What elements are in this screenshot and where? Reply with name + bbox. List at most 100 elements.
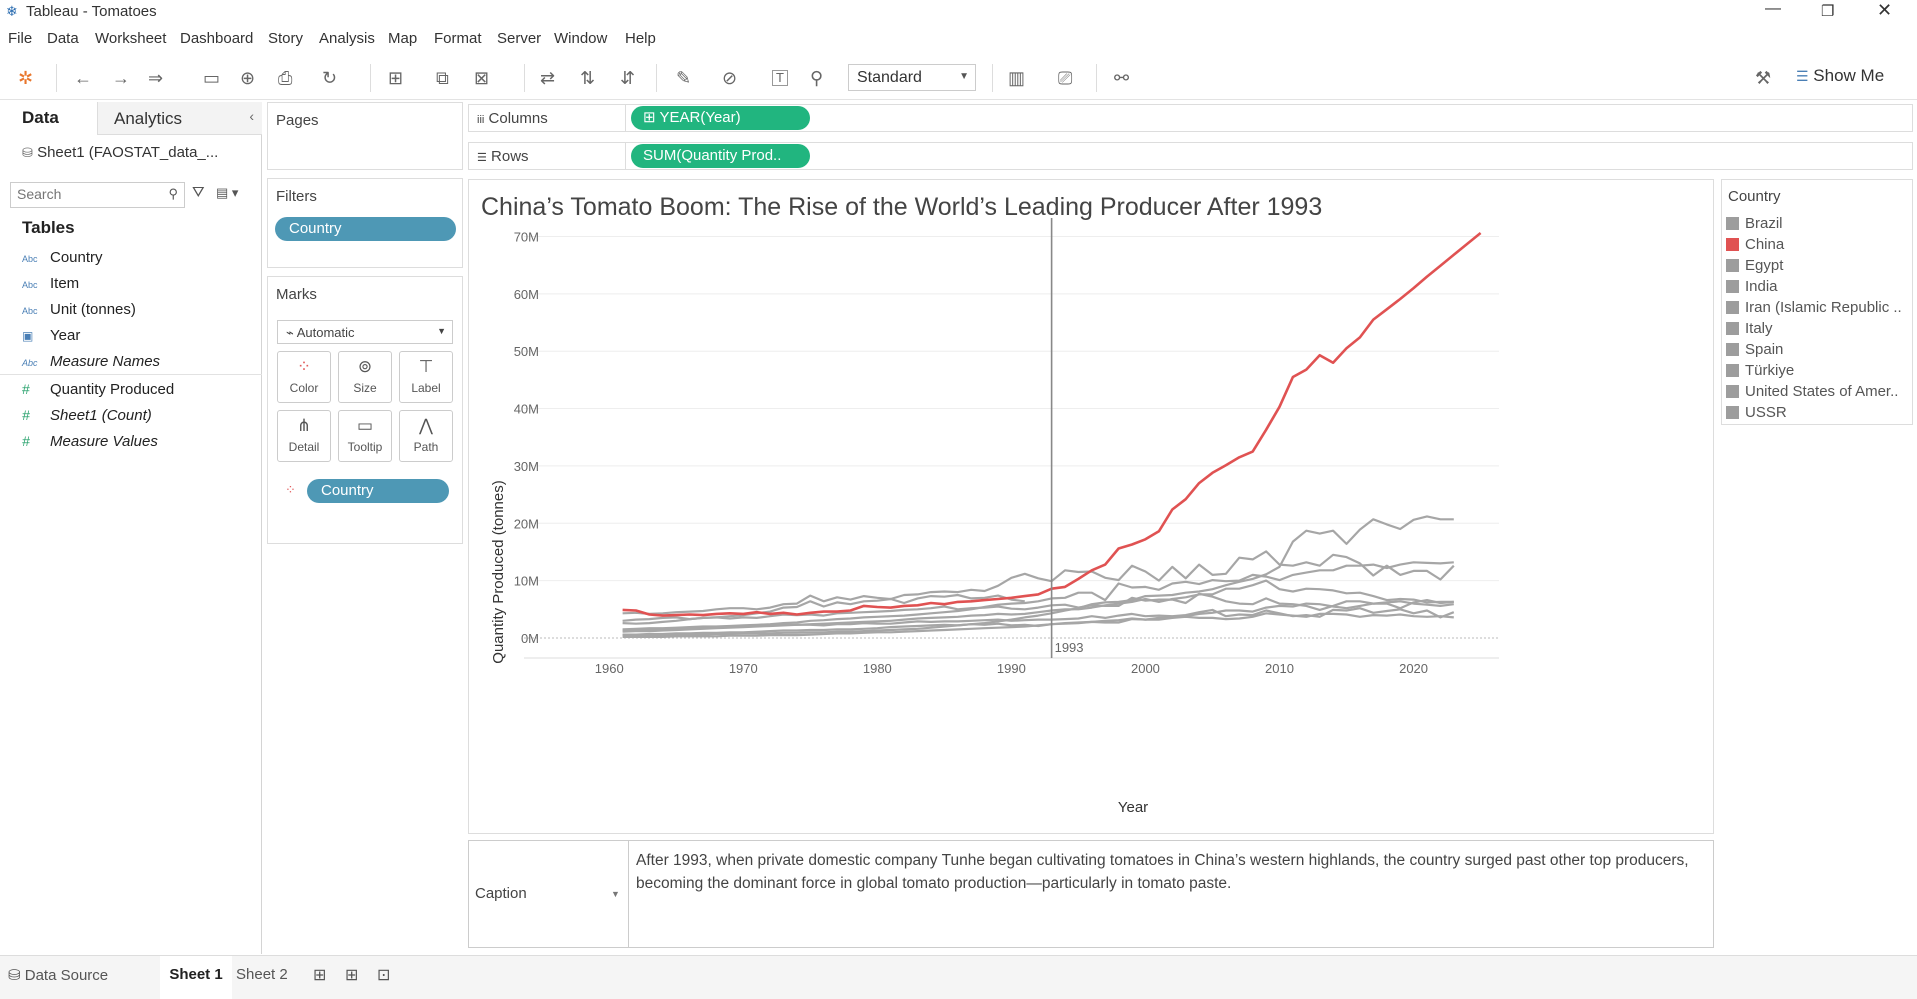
legend-item-iran[interactable]: Iran (Islamic Republic ..	[1726, 299, 1902, 316]
menu-worksheet[interactable]: Worksheet	[95, 30, 167, 47]
detail-button[interactable]: ⋔ Detail	[277, 410, 331, 462]
show-cards-icon[interactable]: ▥	[1008, 68, 1026, 88]
line-chart[interactable]: 0M 10M 20M 30M 40M 50M 60M 70M 1960 1970 1980 1990 2…	[469, 180, 1713, 833]
tableau-home-icon[interactable]: ✲	[18, 68, 34, 88]
redo-icon[interactable]: →	[112, 68, 130, 88]
menu-server[interactable]: Server	[497, 30, 542, 47]
tab-analytics[interactable]: Analytics ‹	[97, 102, 262, 135]
menu-map[interactable]: Map	[388, 30, 418, 47]
minimize-icon[interactable]: —	[1765, 0, 1781, 17]
y-tick-label: 0M	[521, 631, 539, 646]
datasource-item[interactable]: ⛁ Sheet1 (FAOSTAT_data_...	[22, 144, 218, 161]
tab-data[interactable]: Data	[0, 102, 97, 135]
datasource-tab[interactable]: ⛁ Data Source	[8, 966, 108, 984]
group-icon[interactable]: ⊘	[722, 68, 738, 88]
tab-sheet-2[interactable]: Sheet 2	[236, 966, 288, 983]
pages-card[interactable]: Pages	[267, 102, 463, 170]
fix-axes-icon[interactable]: ⚲	[810, 68, 824, 88]
viz-pane[interactable]: China’s Tomato Boom: The Rise of the Wor…	[468, 179, 1714, 834]
menu-help[interactable]: Help	[625, 30, 656, 47]
close-icon[interactable]: ✕	[1877, 0, 1893, 20]
size-button[interactable]: ⊚ Size	[338, 351, 392, 403]
label-button[interactable]: ⊤ Label	[399, 351, 453, 403]
tab-sheet-1[interactable]: Sheet 1	[160, 956, 232, 999]
series-line-spain[interactable]	[622, 607, 1455, 632]
menu-story[interactable]: Story	[268, 30, 304, 47]
field-year[interactable]: ▣ Year	[22, 327, 80, 344]
legend-item-india[interactable]: India	[1726, 278, 1778, 295]
legend-label: Iran (Islamic Republic ..	[1745, 299, 1902, 316]
share-icon[interactable]: ⚯	[1114, 68, 1130, 88]
sort-ascending-icon[interactable]: ⇅	[580, 68, 596, 88]
mark-type-select[interactable]: ⌁ Automatic ▼	[277, 320, 453, 344]
field-unit[interactable]: Abc Unit (tonnes)	[22, 301, 136, 318]
legend-item-usa[interactable]: United States of Amer..	[1726, 383, 1898, 400]
presentation-icon[interactable]: ⎚	[1058, 68, 1073, 88]
new-dashboard-tab-icon[interactable]: ⊞	[345, 967, 359, 984]
swap-icon[interactable]: ⇄	[540, 68, 556, 88]
path-button[interactable]: ⋀ Path	[399, 410, 453, 462]
search-box[interactable]: ⚲	[10, 182, 185, 208]
series-line-brazil[interactable]	[622, 612, 1454, 636]
marks-pill-country[interactable]: Country	[307, 479, 449, 503]
pause-updates-icon[interactable]: ⎙	[278, 68, 293, 88]
legend-swatch	[1726, 217, 1739, 230]
field-country[interactable]: Abc Country	[22, 249, 103, 266]
columns-pill-year[interactable]: ⊞ YEAR(Year)	[631, 106, 810, 130]
menu-format[interactable]: Format	[434, 30, 482, 47]
field-measure-values[interactable]: # Measure Values	[22, 433, 158, 450]
color-button[interactable]: ⁘ Color	[277, 351, 331, 403]
series-line-ussr[interactable]	[622, 593, 1025, 625]
filter-pill-country[interactable]: Country	[275, 217, 456, 241]
series-line-italy[interactable]	[622, 592, 1454, 622]
field-quantity-produced[interactable]: # Quantity Produced	[22, 381, 174, 398]
paint-format-icon[interactable]: ⚒	[1755, 68, 1772, 88]
view-options-icon[interactable]: ▤ ▾	[216, 185, 239, 200]
refresh-icon[interactable]: ↻	[322, 68, 338, 88]
legend-item-italy[interactable]: Italy	[1726, 320, 1773, 337]
series-line-india[interactable]	[622, 515, 1454, 637]
menu-dashboard[interactable]: Dashboard	[180, 30, 254, 47]
filters-card[interactable]: Filters Country	[267, 178, 463, 268]
legend-item-spain[interactable]: Spain	[1726, 341, 1783, 358]
field-item[interactable]: Abc Item	[22, 275, 79, 292]
collapse-pane-icon[interactable]: ‹	[249, 108, 254, 124]
columns-shelf[interactable]: iii Columns ⊞ YEAR(Year)	[468, 104, 1913, 132]
save-icon[interactable]: ▭	[203, 68, 221, 88]
undo-icon[interactable]: ←	[74, 68, 92, 88]
legend-item-brazil[interactable]: Brazil	[1726, 215, 1783, 232]
field-label: Sheet1 (Count)	[50, 407, 152, 424]
restore-icon[interactable]: ❐	[1821, 3, 1835, 20]
fit-select[interactable]: Standard ▼	[848, 64, 976, 91]
search-input[interactable]	[11, 183, 161, 205]
caption-pane[interactable]: Caption ▼ After 1993, when private domes…	[468, 840, 1714, 948]
filter-icon[interactable]: ⛛	[192, 184, 205, 201]
menu-data[interactable]: Data	[47, 30, 79, 47]
sort-descending-icon[interactable]: ⇵	[620, 68, 636, 88]
menu-analysis[interactable]: Analysis	[319, 30, 375, 47]
legend-item-egypt[interactable]: Egypt	[1726, 257, 1783, 274]
legend-item-china[interactable]: China	[1726, 236, 1784, 253]
clear-sheet-icon[interactable]: ⊠	[474, 68, 490, 88]
new-worksheet-icon[interactable]: ⊞	[388, 68, 404, 88]
new-datasource-icon[interactable]: ⊕	[240, 68, 256, 88]
legend-item-turkiye[interactable]: Türkiye	[1726, 362, 1794, 379]
series-line-usa[interactable]	[622, 550, 1455, 615]
new-worksheet-tab-icon[interactable]: ⊞	[313, 967, 327, 984]
new-story-tab-icon[interactable]: ⊡	[377, 967, 391, 984]
series-line-türkiye[interactable]	[622, 561, 1454, 631]
show-labels-icon[interactable]: T	[772, 70, 788, 86]
rows-shelf[interactable]: ☰ Rows SUM(Quantity Prod..	[468, 142, 1913, 170]
rows-pill-quantity[interactable]: SUM(Quantity Prod..	[631, 144, 810, 168]
legend-item-ussr[interactable]: USSR	[1726, 404, 1787, 421]
tooltip-button[interactable]: ▭ Tooltip	[338, 410, 392, 462]
field-measure-names[interactable]: Abc Measure Names	[22, 353, 160, 370]
duplicate-icon[interactable]: ⧉	[436, 68, 449, 88]
caption-menu-icon[interactable]: ▼	[611, 889, 620, 899]
menu-file[interactable]: File	[8, 30, 33, 47]
menu-window[interactable]: Window	[554, 30, 608, 47]
replay-icon[interactable]: ⇒	[148, 68, 164, 88]
field-sheet-count[interactable]: # Sheet1 (Count)	[22, 407, 152, 424]
highlight-icon[interactable]: ✎	[676, 68, 692, 88]
show-me-button[interactable]: ☰ Show Me	[1796, 66, 1884, 86]
